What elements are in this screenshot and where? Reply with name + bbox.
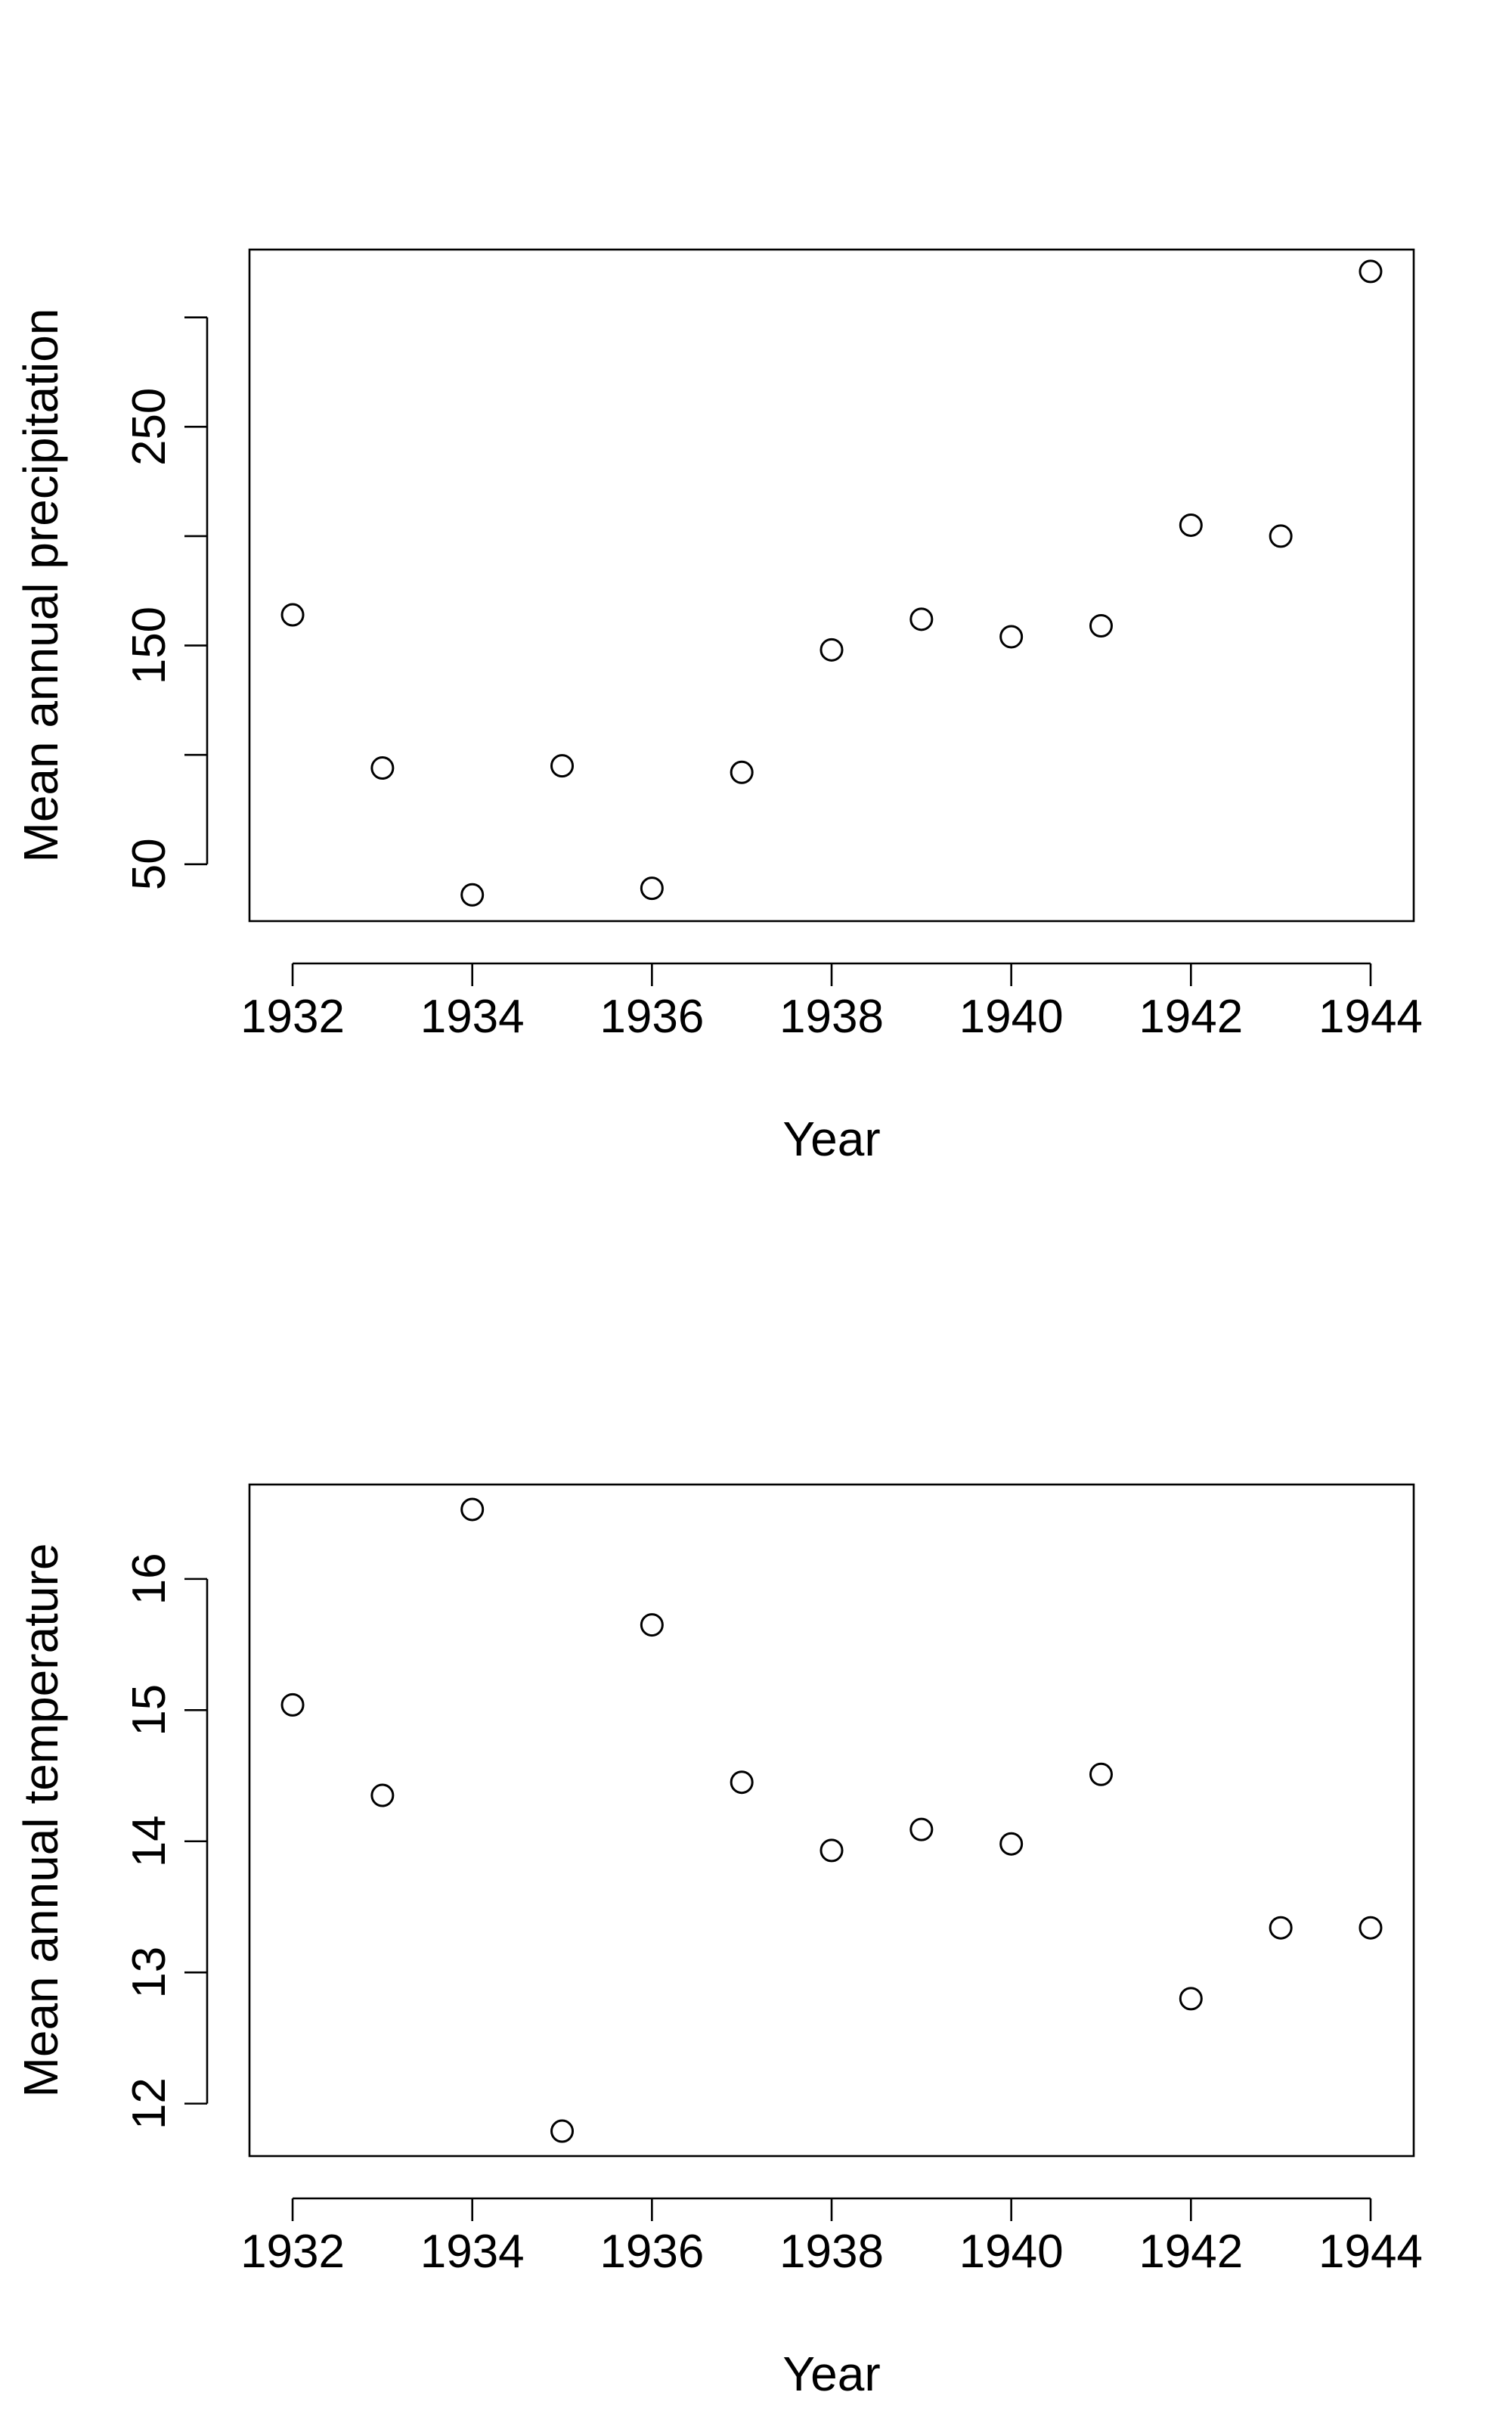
data-point (640, 876, 664, 901)
data-point (820, 638, 844, 662)
y-tick-label: 15 (123, 1684, 175, 1736)
data-point (820, 1838, 844, 1863)
x-axis-title: Year (782, 1112, 880, 1166)
y-tick-label: 150 (123, 607, 175, 684)
data-point (370, 1783, 395, 1807)
plot-frame (248, 1483, 1415, 2158)
x-tick-label: 1934 (420, 2226, 525, 2278)
data-point (909, 607, 934, 631)
y-tick-label: 16 (123, 1553, 175, 1605)
plot-frame (248, 248, 1415, 923)
data-point (1269, 524, 1293, 548)
x-tick-label: 1940 (959, 2226, 1064, 2278)
data-point (730, 1770, 754, 1795)
data-point (1359, 1916, 1383, 1940)
x-tick-label: 1944 (1318, 2226, 1423, 2278)
data-point (1089, 614, 1113, 638)
data-point (550, 2119, 575, 2143)
x-tick-label: 1932 (240, 2226, 345, 2278)
data-point (1089, 1762, 1113, 1786)
data-point (1179, 513, 1203, 537)
data-point (370, 756, 395, 780)
data-point (640, 1613, 664, 1637)
x-axis-title: Year (782, 2347, 880, 2401)
x-tick-label: 1936 (600, 991, 704, 1043)
y-tick-label: 14 (123, 1815, 175, 1867)
x-tick-label: 1944 (1318, 991, 1423, 1043)
y-tick-label: 250 (123, 388, 175, 466)
data-point (999, 625, 1024, 649)
x-tick-label: 1942 (1139, 2226, 1243, 2278)
data-point (1359, 259, 1383, 284)
x-tick-label: 1938 (779, 2226, 884, 2278)
y-axis-title: Mean annual precipitation (14, 309, 68, 863)
data-point (1179, 1987, 1203, 2011)
scatter-panel-2: 1932 1934 1936 1938 1940 1942 1944 12 13 14 15 16 Ye… (14, 1483, 1423, 2401)
y-tick-label: 12 (123, 2077, 175, 2130)
x-tick-label: 1934 (420, 991, 525, 1043)
data-point (280, 1692, 305, 1717)
data-point (730, 760, 754, 784)
data-point (460, 1497, 485, 1522)
y-tick-label: 13 (123, 1947, 175, 1999)
x-tick-label: 1936 (600, 2226, 704, 2278)
y-tick-label: 50 (123, 838, 175, 890)
data-point (550, 754, 575, 778)
data-point (460, 883, 485, 907)
x-tick-label: 1940 (959, 991, 1064, 1043)
data-point (909, 1817, 934, 1841)
data-point (1269, 1916, 1293, 1940)
x-tick-label: 1932 (240, 991, 345, 1043)
x-tick-label: 1942 (1139, 991, 1243, 1043)
y-axis-title: Mean annual temperature (14, 1544, 68, 2098)
data-point (280, 603, 305, 627)
data-point (999, 1832, 1024, 1856)
scatter-panel-1: 1932 1934 1936 1938 1940 1942 1944 50 150 250 Year… (14, 248, 1423, 1166)
x-tick-label: 1938 (779, 991, 884, 1043)
